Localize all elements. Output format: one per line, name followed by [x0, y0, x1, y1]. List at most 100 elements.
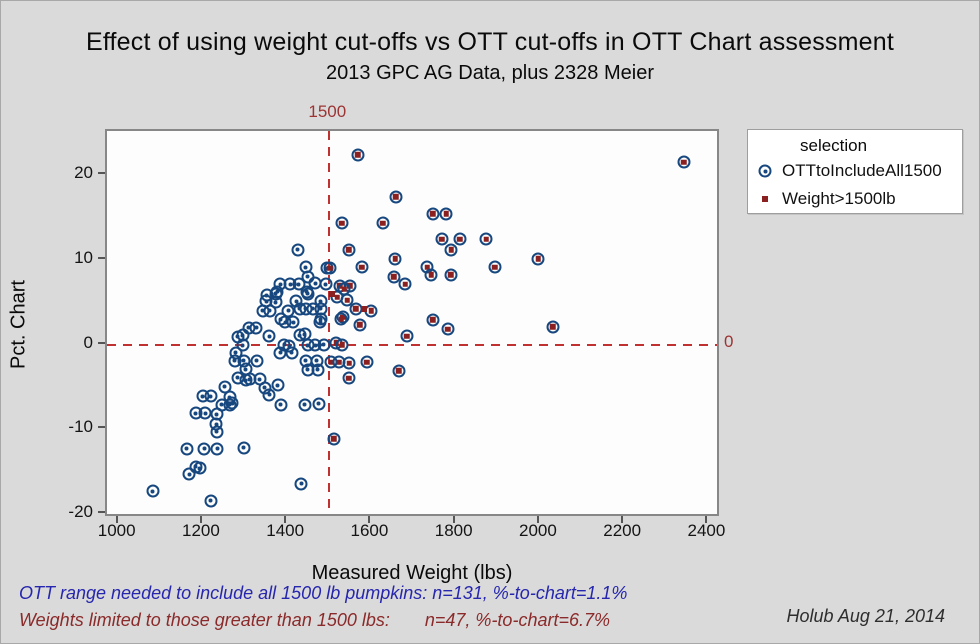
data-point-ott-and-weight	[441, 322, 455, 336]
data-point-ott	[223, 398, 237, 412]
chart-title: Effect of using weight cut-offs vs OTT c…	[85, 28, 895, 56]
data-point-ott	[231, 371, 245, 385]
x-tick-mark	[536, 516, 539, 523]
legend-title: selection	[800, 136, 868, 155]
data-point-ott	[314, 294, 328, 308]
ref-line-1500	[328, 131, 331, 514]
y-tick-label: 0	[83, 332, 93, 352]
legend: selection OTTtoIncludeAll1500 Weight>150…	[747, 129, 963, 214]
x-axis-label: Measured Weight (lbs)	[311, 562, 513, 584]
x-tick-mark	[284, 516, 287, 523]
data-point-ott	[218, 380, 232, 394]
data-point-ott-and-weight	[392, 364, 406, 378]
data-point-ott-and-weight	[327, 432, 341, 446]
x-tick-label: 1200	[182, 521, 220, 540]
x-tick-mark	[452, 516, 455, 523]
data-point-weight	[328, 290, 335, 297]
annotation-weight-limit: Weights limited to those greater than 15…	[19, 610, 610, 630]
y-tick-label: 20	[74, 162, 93, 182]
ref-line-y-label: 0	[724, 331, 734, 351]
data-point-ott	[210, 442, 224, 456]
data-point-ott-and-weight	[426, 207, 440, 221]
data-point-ott	[237, 441, 251, 455]
data-point-ott-and-weight	[400, 329, 414, 343]
x-tick-label: 2400	[687, 521, 726, 540]
data-point-ott-and-weight	[340, 293, 354, 307]
data-point-ott	[262, 329, 276, 343]
ref-line-x-label: 1500	[308, 102, 347, 121]
data-point-ott	[310, 354, 324, 368]
data-point-ott-and-weight	[398, 277, 412, 291]
data-point-ott	[253, 372, 267, 386]
data-point-ott	[204, 389, 218, 403]
data-point-ott-and-weight	[677, 155, 691, 169]
author-signature: Holub Aug 21, 2014	[786, 606, 945, 626]
data-point-ott-and-weight	[342, 371, 356, 385]
data-point-ott-and-weight	[453, 232, 467, 246]
data-point-ott	[146, 484, 160, 498]
y-tick-mark	[98, 171, 105, 174]
data-point-ott-and-weight	[376, 216, 390, 230]
ref-line-0	[107, 343, 717, 346]
annotation-ott-range: OTT range needed to include all 1500 lb …	[19, 583, 628, 603]
x-tick-label: 1400	[266, 521, 305, 540]
legend-entry-ott: OTTtoIncludeAll1500	[758, 161, 942, 181]
data-point-ott	[274, 312, 288, 326]
data-point-ott	[286, 315, 300, 329]
data-point-ott	[210, 425, 224, 439]
data-point-ott-and-weight	[426, 313, 440, 327]
data-point-ott-and-weight	[353, 318, 367, 332]
data-point-ott-and-weight	[335, 338, 349, 351]
x-tick-label: 1600	[350, 521, 389, 540]
legend-entry-label: Weight>1500lb	[782, 189, 896, 208]
legend-entry-weight: Weight>1500lb	[758, 189, 896, 209]
data-point-ott-and-weight	[444, 243, 458, 257]
data-point-ott	[312, 397, 326, 411]
data-point-ott-and-weight	[439, 207, 453, 221]
data-point-ott	[274, 398, 288, 412]
x-tick-label: 1800	[434, 521, 473, 540]
data-point-ott-and-weight	[546, 320, 560, 334]
y-axis-label: Pct. Chart	[7, 280, 30, 369]
y-tick-mark	[98, 511, 105, 514]
data-point-ott-and-weight	[435, 232, 449, 246]
data-point-ott	[291, 243, 305, 257]
legend-entry-label: OTTtoIncludeAll1500	[782, 161, 942, 180]
data-point-ott-and-weight	[334, 312, 348, 326]
data-point-ott	[262, 388, 276, 402]
data-point-ott-and-weight	[388, 252, 402, 266]
x-tick-mark	[705, 516, 708, 523]
data-point-ott	[292, 277, 306, 291]
square-marker-icon	[758, 192, 772, 206]
data-point-ott	[298, 398, 312, 412]
data-point-ott	[299, 260, 313, 274]
x-tick-mark	[115, 516, 118, 523]
y-tick-mark	[98, 341, 105, 344]
data-point-ott-and-weight	[342, 356, 356, 370]
x-tick-label: 1000	[97, 521, 136, 540]
data-point-ott	[317, 338, 331, 351]
y-tick-label: 10	[74, 247, 93, 267]
data-point-ott	[204, 494, 218, 508]
data-point-ott	[298, 327, 312, 341]
data-point-ott-and-weight	[389, 190, 403, 204]
chart-subtitle: 2013 GPC AG Data, plus 2328 Meier	[326, 62, 654, 84]
data-point-ott-and-weight	[335, 216, 349, 230]
y-tick-label: -20	[68, 502, 93, 522]
data-point-ott-and-weight	[531, 252, 545, 266]
data-point-ott-and-weight	[360, 355, 374, 369]
x-tick-label: 2000	[519, 521, 557, 540]
data-point-ott-and-weight	[342, 243, 356, 257]
data-point-ott	[237, 354, 251, 368]
plot-area	[105, 129, 719, 516]
data-point-ott	[301, 287, 315, 301]
data-point-ott	[294, 477, 308, 491]
data-point-ott-and-weight	[488, 260, 502, 274]
data-point-ott	[250, 354, 264, 368]
data-point-ott	[182, 467, 196, 481]
y-tick-mark	[98, 256, 105, 259]
x-tick-mark	[368, 516, 371, 523]
data-point-weight	[360, 305, 367, 312]
data-point-ott	[197, 442, 211, 456]
